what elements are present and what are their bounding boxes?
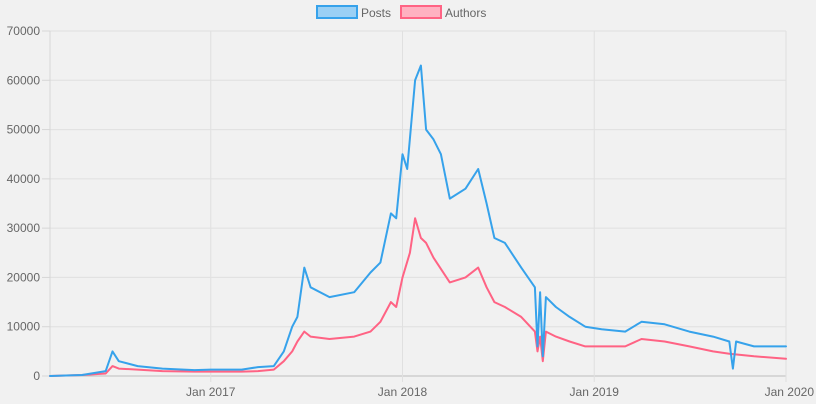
y-tick-label: 50000	[7, 123, 41, 137]
y-tick-label: 60000	[7, 73, 41, 87]
y-tick-label: 20000	[7, 270, 41, 284]
y-tick-label: 70000	[7, 24, 41, 38]
legend-item-authors[interactable]: Authors	[400, 5, 486, 20]
chart-legend: Posts Authors	[316, 5, 486, 20]
x-tick-label: Jan 2020	[765, 385, 815, 399]
y-tick-label: 30000	[7, 221, 41, 235]
x-tick-label: Jan 2018	[378, 385, 428, 399]
series-line-authors[interactable]	[49, 217, 787, 377]
series-line-posts[interactable]	[49, 64, 787, 377]
y-tick-label: 10000	[7, 320, 41, 334]
legend-swatch-posts	[316, 5, 358, 19]
x-tick-label: Jan 2019	[570, 385, 620, 399]
legend-label-posts: Posts	[361, 6, 391, 20]
x-axis: Jan 2017 Jan 2018 Jan 2019 Jan 2020	[186, 385, 814, 399]
chart-grid	[42, 30, 787, 382]
y-tick-label: 40000	[7, 172, 41, 186]
y-tick-label: 0	[33, 369, 40, 383]
legend-swatch-authors	[400, 5, 442, 19]
y-axis: 0 10000 20000 30000 40000 50000 60000 70000	[7, 24, 41, 383]
legend-item-posts[interactable]: Posts	[316, 5, 391, 20]
x-tick-label: Jan 2017	[186, 385, 236, 399]
chart-series	[49, 64, 787, 377]
legend-label-authors: Authors	[445, 6, 486, 20]
